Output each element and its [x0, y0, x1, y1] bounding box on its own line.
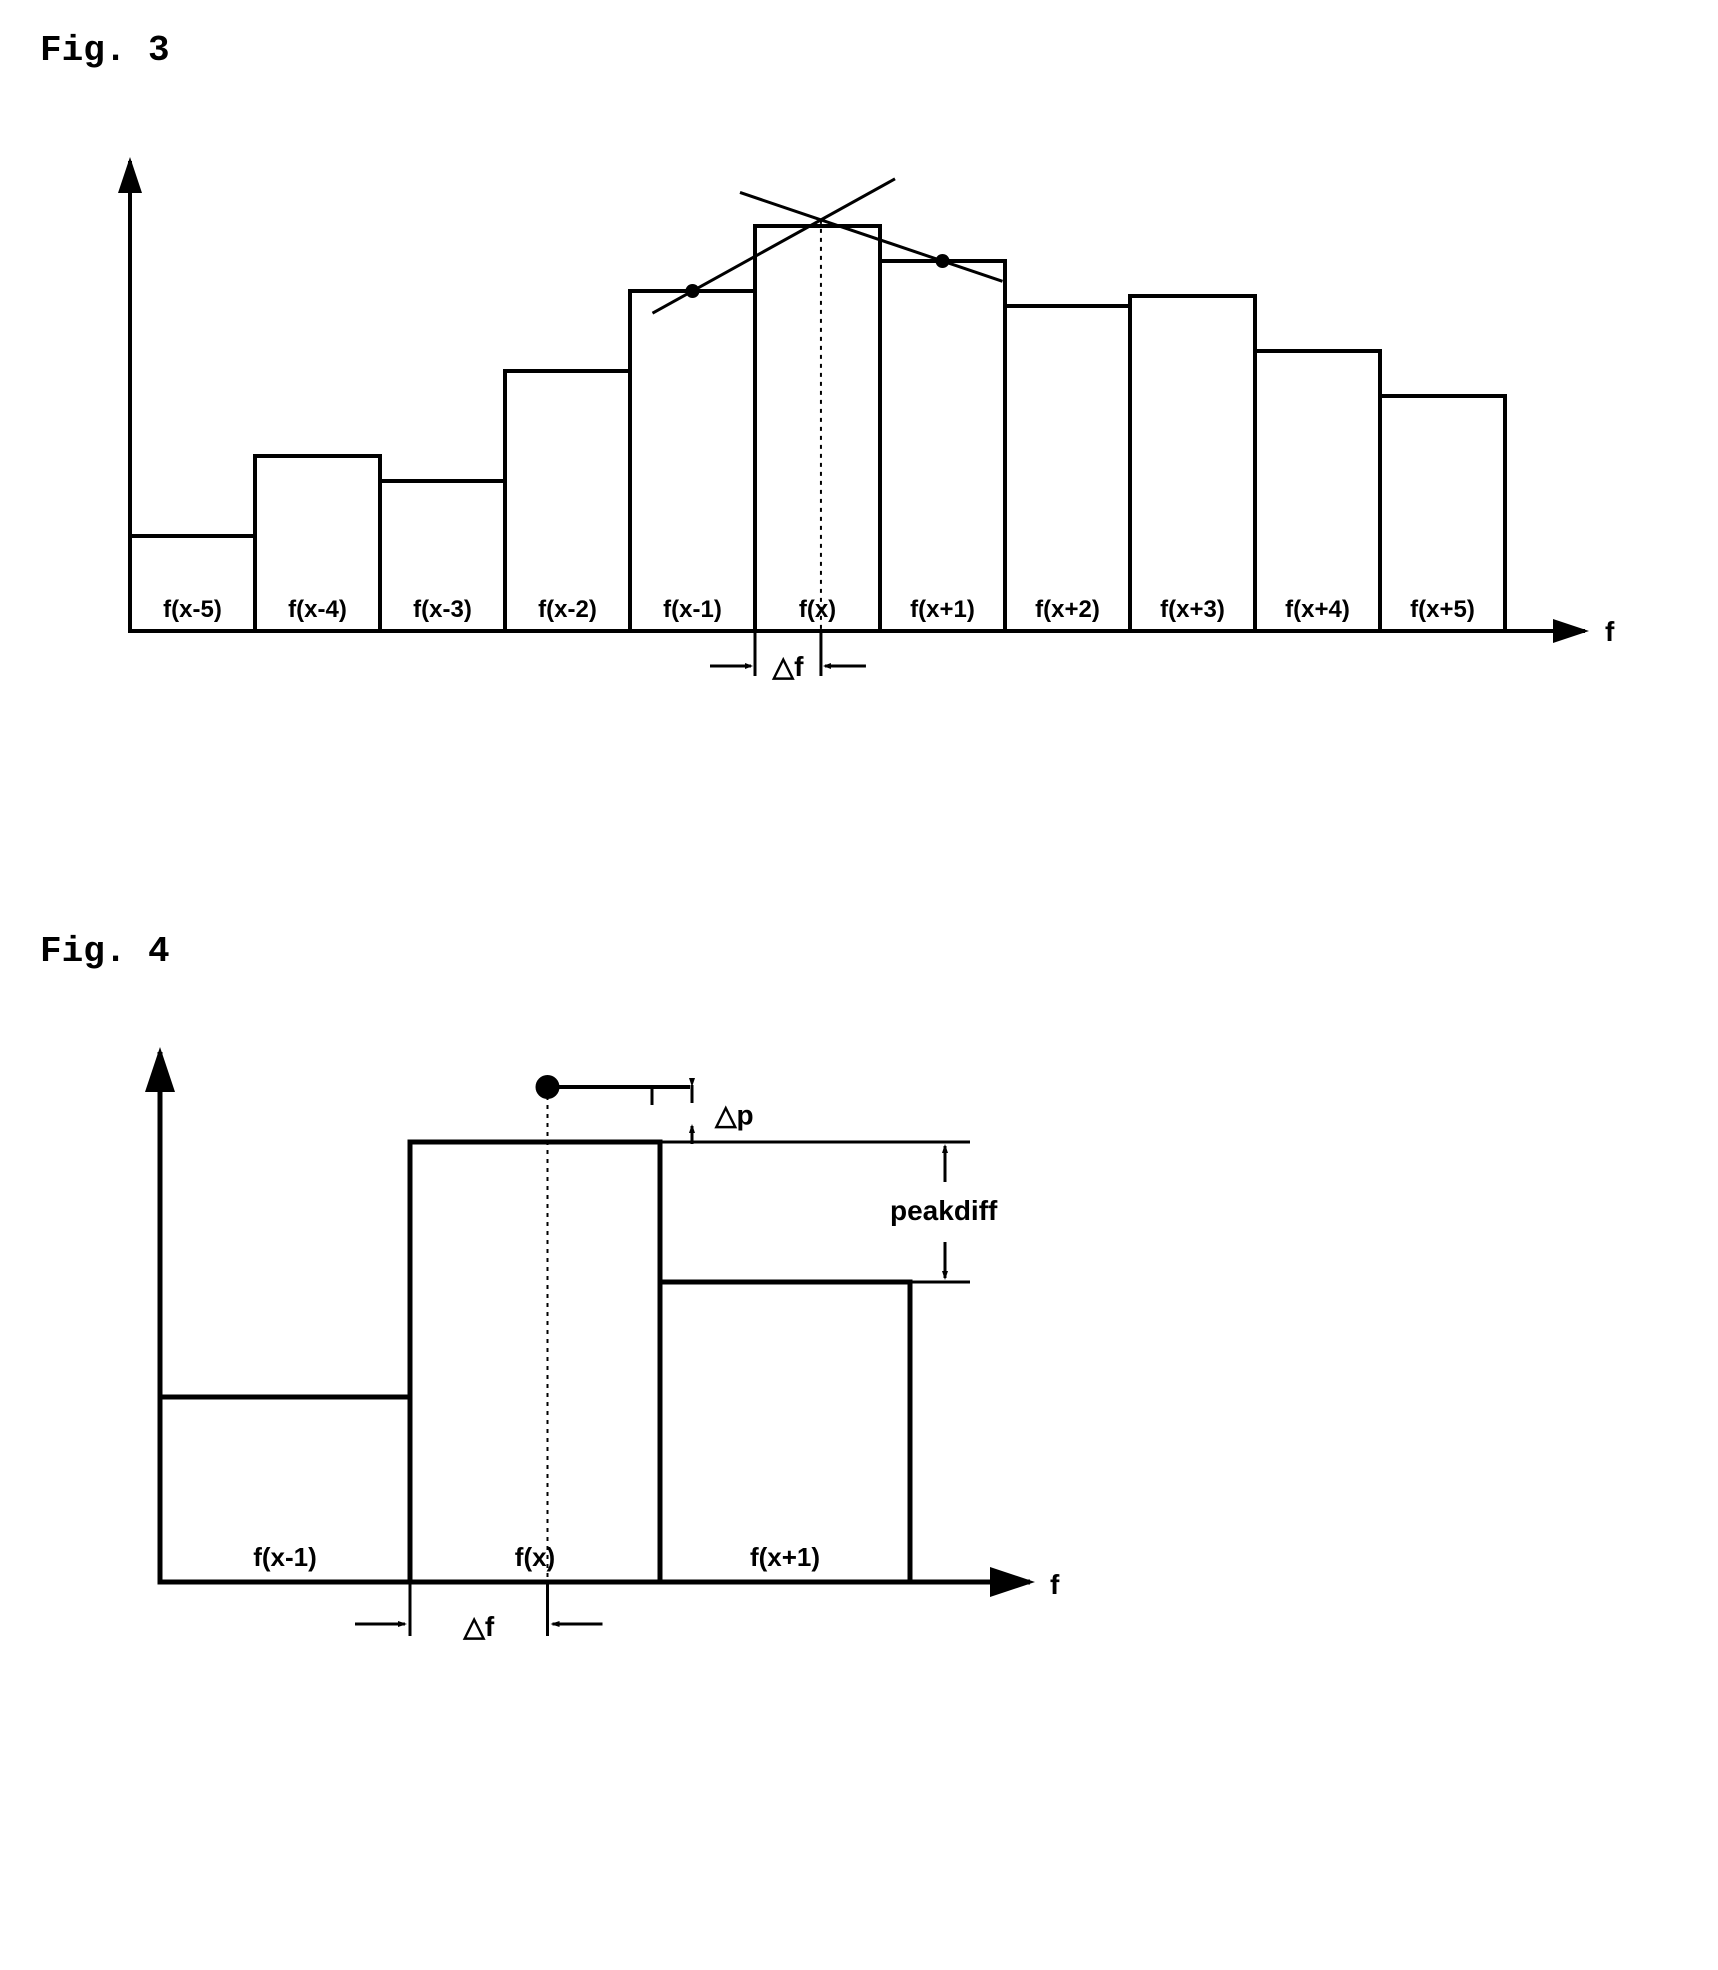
figure-3-container: Fig. 3 f(x-5)f(x-4)f(x-3)f(x-2)f(x-1)f(x… [30, 30, 1688, 751]
bar-label: f(x+1) [910, 596, 975, 623]
bar [755, 226, 880, 631]
bar-label: f(x+3) [1160, 596, 1225, 623]
x-axis-label: f [1050, 1569, 1060, 1600]
fig4-svg: f(x-1) f(x) f(x+1) f △p peakdiff △f [30, 1012, 1230, 1692]
bar [1130, 296, 1255, 631]
figure-4-label: Fig. 4 [40, 931, 1688, 972]
bar-label: f(x-2) [538, 596, 597, 623]
bar [660, 1282, 910, 1582]
x-axis-label: f [1605, 616, 1615, 647]
bar [880, 261, 1005, 631]
bar-label: f(x) [799, 596, 836, 623]
delta-p-label: △p [714, 1100, 754, 1131]
bar [1005, 306, 1130, 631]
bar-label: f(x-1) [253, 1542, 317, 1572]
bar-label: f(x+5) [1410, 596, 1475, 623]
bar-label: f(x) [515, 1542, 555, 1572]
figure-3-label: Fig. 3 [40, 30, 1688, 71]
interp-dot [686, 284, 700, 298]
bar [505, 371, 630, 631]
bar [1255, 351, 1380, 631]
bar-label: f(x+2) [1035, 596, 1100, 623]
fig3-svg: f(x-5) f(x-4) f(x-3) f(x-2) f(x-1) f(x) f(x+1)… [30, 111, 1680, 751]
delta-f-label: △f [462, 1611, 495, 1642]
bar-label: f(x+4) [1285, 596, 1350, 623]
bar [630, 291, 755, 631]
bar [410, 1142, 660, 1582]
interp-dot [936, 254, 950, 268]
bar-label: f(x-1) [663, 596, 722, 623]
bar-label: f(x-5) [163, 596, 222, 623]
figure-4-container: Fig. 4 f(x-1) f(x) f(x+1) f △p peakdiff △f [30, 931, 1688, 1692]
delta-f-label: △f [772, 651, 805, 682]
bar-label: f(x-3) [413, 596, 472, 623]
peakdiff-label: peakdiff [890, 1195, 998, 1226]
bar-label: f(x-4) [288, 596, 347, 623]
bar-label: f(x+1) [750, 1542, 820, 1572]
